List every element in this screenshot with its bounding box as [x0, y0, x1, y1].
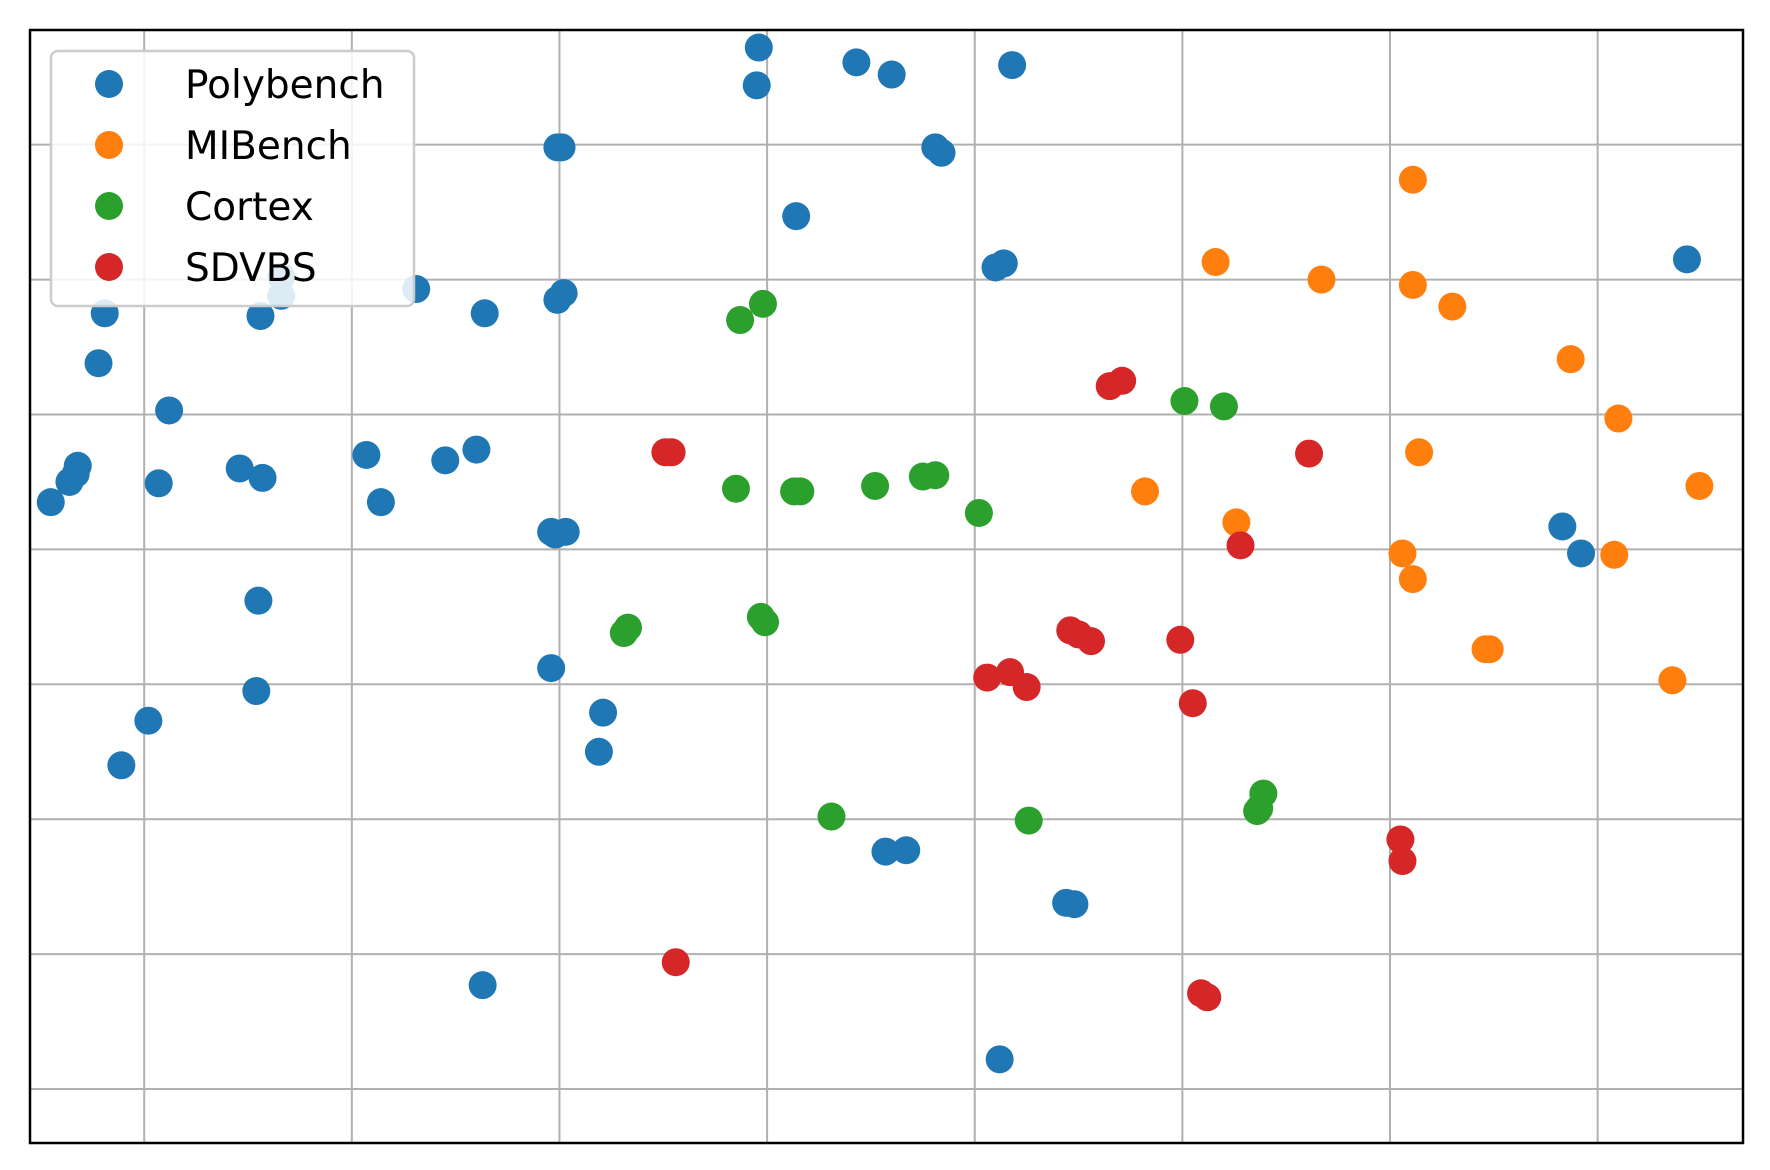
point-polybench: [842, 48, 871, 77]
legend-label-polybench: Polybench: [185, 63, 385, 108]
legend-label-sdvbs: SDVBS: [185, 246, 317, 291]
data-points: [36, 33, 1714, 1074]
point-mibench: [1398, 270, 1427, 299]
point-polybench: [431, 446, 460, 475]
point-cortex: [817, 802, 846, 831]
point-polybench: [134, 706, 163, 735]
point-sdvbs: [1388, 847, 1417, 876]
point-polybench: [742, 71, 771, 100]
point-polybench: [1548, 512, 1577, 541]
point-polybench: [246, 302, 275, 331]
point-polybench: [244, 586, 273, 615]
point-polybench: [537, 654, 566, 683]
point-polybench: [155, 396, 184, 425]
point-polybench: [892, 836, 921, 865]
point-polybench: [462, 435, 491, 464]
point-polybench: [248, 463, 277, 492]
point-sdvbs: [1226, 531, 1255, 560]
point-polybench: [989, 249, 1018, 278]
point-polybench: [547, 133, 576, 162]
point-polybench: [549, 279, 578, 308]
point-sdvbs: [1295, 439, 1324, 468]
legend-marker-cortex: [95, 192, 123, 220]
point-polybench: [541, 520, 570, 549]
legend: Polybench MIBench Cortex SDVBS: [49, 49, 416, 308]
point-polybench: [36, 488, 65, 517]
point-mibench: [1398, 165, 1427, 194]
point-polybench: [1672, 245, 1701, 274]
point-polybench: [877, 60, 906, 89]
point-mibench: [1600, 540, 1629, 569]
plot-frame: [28, 28, 1745, 1145]
point-mibench: [1475, 635, 1504, 664]
point-polybench: [782, 202, 811, 231]
point-sdvbs: [1108, 366, 1137, 395]
legend-box: [49, 49, 416, 308]
point-polybench: [871, 837, 900, 866]
point-cortex: [964, 498, 993, 527]
point-sdvbs: [1386, 825, 1415, 854]
point-polybench: [107, 751, 136, 780]
point-polybench: [470, 299, 499, 328]
point-mibench: [1222, 508, 1251, 537]
point-polybench: [985, 1045, 1014, 1074]
point-cortex: [721, 474, 750, 503]
legend-marker-sdvbs: [95, 253, 123, 281]
point-mibench: [1685, 471, 1714, 500]
point-cortex: [726, 306, 755, 335]
point-polybench: [744, 33, 773, 62]
point-polybench: [927, 138, 956, 167]
point-polybench: [468, 971, 497, 1000]
point-cortex: [921, 461, 950, 490]
legend-marker-mibench: [95, 131, 123, 159]
point-polybench: [366, 488, 395, 517]
legend-label-cortex: Cortex: [185, 185, 314, 230]
point-mibench: [1388, 539, 1417, 568]
point-cortex: [609, 619, 638, 648]
point-cortex: [1243, 797, 1272, 826]
point-cortex: [1209, 392, 1238, 421]
point-cortex: [861, 471, 890, 500]
point-mibench: [1604, 404, 1633, 433]
point-cortex: [786, 477, 815, 506]
point-sdvbs: [657, 438, 686, 467]
point-polybench: [1060, 890, 1089, 919]
point-polybench: [144, 469, 173, 498]
point-mibench: [1405, 438, 1434, 467]
point-sdvbs: [1166, 625, 1195, 654]
point-mibench: [1556, 345, 1585, 374]
point-sdvbs: [1077, 627, 1106, 656]
point-mibench: [1438, 292, 1467, 321]
point-sdvbs: [661, 948, 690, 977]
point-mibench: [1307, 265, 1336, 294]
point-polybench: [584, 737, 613, 766]
point-sdvbs: [1012, 673, 1041, 702]
legend-label-mibench: MIBench: [185, 124, 352, 169]
point-cortex: [748, 289, 777, 318]
point-cortex: [1014, 806, 1043, 835]
point-polybench: [1567, 539, 1596, 568]
point-cortex: [751, 608, 780, 637]
point-mibench: [1398, 565, 1427, 594]
point-mibench: [1658, 666, 1687, 695]
legend-marker-polybench: [95, 70, 123, 98]
point-polybench: [998, 51, 1027, 80]
gridlines: [30, 30, 1743, 1143]
point-mibench: [1201, 248, 1230, 277]
point-polybench: [63, 451, 92, 480]
point-polybench: [225, 454, 254, 483]
point-mibench: [1131, 477, 1160, 506]
point-polybench: [84, 349, 113, 378]
point-polybench: [242, 677, 271, 706]
point-polybench: [589, 698, 618, 727]
point-polybench: [352, 440, 381, 469]
point-sdvbs: [1193, 983, 1222, 1012]
point-sdvbs: [1178, 689, 1207, 718]
point-sdvbs: [973, 663, 1002, 692]
point-cortex: [1170, 387, 1199, 415]
